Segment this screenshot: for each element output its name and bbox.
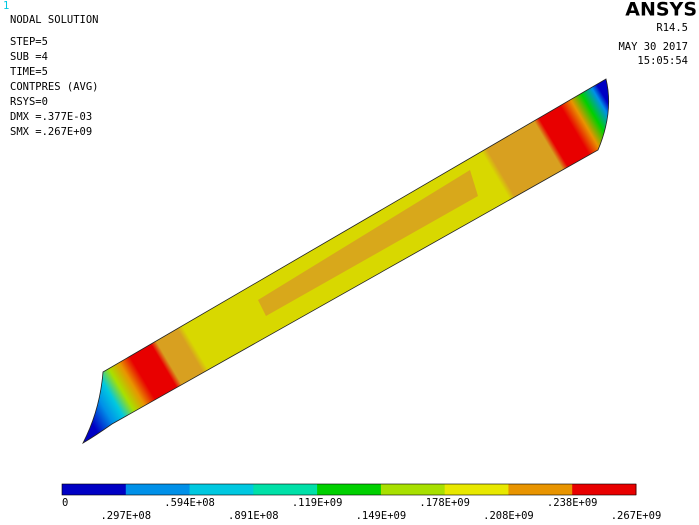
legend-label: .119E+09 [292, 497, 343, 509]
info-line: SMX =.267E+09 [10, 126, 92, 138]
legend-swatch [62, 484, 127, 495]
legend-swatch [253, 484, 318, 495]
legend-label: .297E+08 [100, 510, 151, 522]
brand-version: R14.5 [656, 22, 688, 34]
beam-band [258, 170, 478, 316]
legend: 0 .297E+08 .594E+08 .891E+08 .119E+09 .149E+0… [61, 483, 662, 522]
legend-label: .149E+09 [356, 510, 407, 522]
legend-swatch [508, 484, 573, 495]
time: 15:05:54 [637, 55, 688, 67]
legend-label: .594E+08 [164, 497, 215, 509]
info-line: RSYS=0 [10, 96, 48, 108]
info-line: SUB =4 [10, 51, 48, 63]
legend-label: .178E+09 [419, 497, 470, 509]
legend-swatch [572, 484, 637, 495]
legend-swatch [317, 484, 382, 495]
legend-label: .267E+09 [611, 510, 662, 522]
info-line: STEP=5 [10, 36, 48, 48]
legend-swatch [125, 484, 191, 495]
info-line: TIME=5 [10, 66, 48, 78]
legend-frame [61, 483, 637, 496]
window-number: 1 [3, 0, 9, 12]
info-block: NODAL SOLUTION STEP=5 SUB =4 TIME=5 CONTPRES… [10, 14, 99, 138]
legend-label: .238E+09 [547, 497, 598, 509]
brand-name: ANSYS [625, 0, 697, 21]
legend-label: .891E+08 [228, 510, 279, 522]
info-line: DMX =.377E-03 [10, 111, 92, 123]
legend-swatch [189, 484, 254, 495]
info-line: CONTPRES (AVG) [10, 81, 99, 93]
legend-swatch [380, 484, 446, 495]
legend-label: 0 [62, 497, 68, 509]
date: MAY 30 2017 [618, 41, 688, 53]
legend-swatch [444, 484, 509, 495]
legend-label: .208E+09 [483, 510, 534, 522]
info-line: NODAL SOLUTION [10, 14, 99, 26]
